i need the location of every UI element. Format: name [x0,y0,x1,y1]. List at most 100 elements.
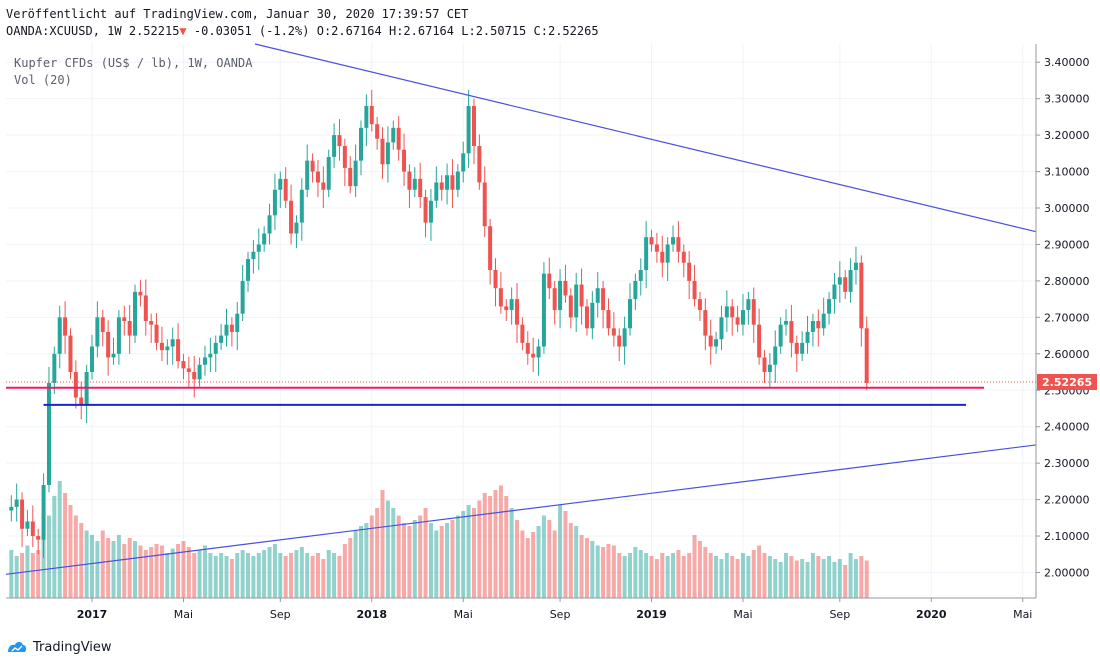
y-tick-label: 2.40000 [1044,421,1090,434]
volume-bar [133,541,138,598]
candle-body [434,182,439,201]
candle-body [697,299,702,311]
volume-bar [692,535,697,598]
candle-body [692,280,697,300]
volume-bar [601,547,606,598]
candle-body [380,138,385,165]
candle-body [778,324,783,347]
candle-body [52,353,57,383]
candle-body [789,321,794,343]
volume-bar [208,553,213,598]
candle-body [848,269,853,292]
candle-body [708,335,713,347]
candle-body [240,280,245,314]
volume-bar [224,556,229,598]
branding-footer[interactable]: TradingView [6,636,112,658]
candle-body [100,317,105,332]
volume-bar [504,496,509,598]
grid [6,44,1036,598]
candle-body [278,178,283,190]
volume-bar [644,553,649,598]
volume-bar [197,550,202,598]
volume-bar [848,553,853,598]
volume-bar [90,535,94,598]
volume-bar [541,515,546,598]
volume-bar [36,550,41,598]
y-tick-label: 2.70000 [1044,311,1090,324]
volume-bar [353,530,358,598]
candle-body [30,521,35,537]
volume-bar [315,553,320,598]
candle-body [751,299,756,325]
volume-bar [272,544,277,598]
x-tick-label: Sep [550,608,571,621]
volume-bar [111,541,116,598]
volume-bar [202,545,207,598]
candle-body [68,335,73,373]
candle-body [25,521,30,529]
candle-body [90,346,94,373]
volume-bar [520,530,525,598]
volume-bar [547,520,552,598]
candle-body [192,372,197,380]
candle-body [520,324,525,343]
candle-body [375,124,380,139]
candle-body [159,342,164,351]
volume-bar [595,545,600,598]
volume-bar [805,562,810,598]
volume-bar [149,547,154,598]
volume-bar [57,481,62,598]
y-tick-label: 3.00000 [1044,202,1090,215]
candlesticks [9,89,869,558]
change-label: -0.03051 (-1.2%) [193,24,310,38]
volume-bar [283,556,288,598]
candle-body [122,317,127,321]
candle-body [466,105,471,154]
volume-bar [79,523,84,598]
candle-body [730,306,735,318]
candle-body [348,167,353,187]
volume-bar [256,553,261,598]
candle-body [439,182,444,190]
low-label: L:2.50715 [461,24,527,38]
volume-bar [213,556,218,598]
volume-bar [41,538,46,598]
candle-body [213,342,218,354]
candle-body [843,277,848,292]
candle-body [714,339,719,347]
y-tick-label: 2.90000 [1044,238,1090,251]
candle-body [364,105,369,128]
candle-body [9,506,14,511]
candle-body [628,299,632,329]
volume-bar [832,562,837,598]
candle-body [681,251,686,263]
volume-bar [332,553,337,598]
candle-body [299,189,304,223]
candle-body [418,178,423,198]
x-tick-label: Mai [733,608,752,621]
volume-bar [337,556,342,598]
candle-body [525,342,530,354]
candle-body [229,324,234,332]
volume-bar [375,508,380,598]
volume-bar [773,559,778,598]
x-tick-label: 2018 [356,608,387,621]
volume-bar [633,547,638,598]
candle-body [251,251,256,260]
candle-body [784,321,789,325]
candle-body [224,324,229,336]
candle-body [638,269,643,281]
candle-body [590,302,595,329]
symbol-label: OANDA:XCUUSD [6,24,93,38]
candle-body [735,317,740,325]
volume-bar [681,556,686,598]
volume-bar [95,541,100,598]
down-arrow-icon: ▼ [179,24,187,38]
volume-bar [299,547,304,598]
volume-bar [574,526,579,598]
candle-body [154,324,159,343]
candle-body [719,317,724,340]
candle-body [794,342,799,354]
volume-bar [289,553,294,598]
